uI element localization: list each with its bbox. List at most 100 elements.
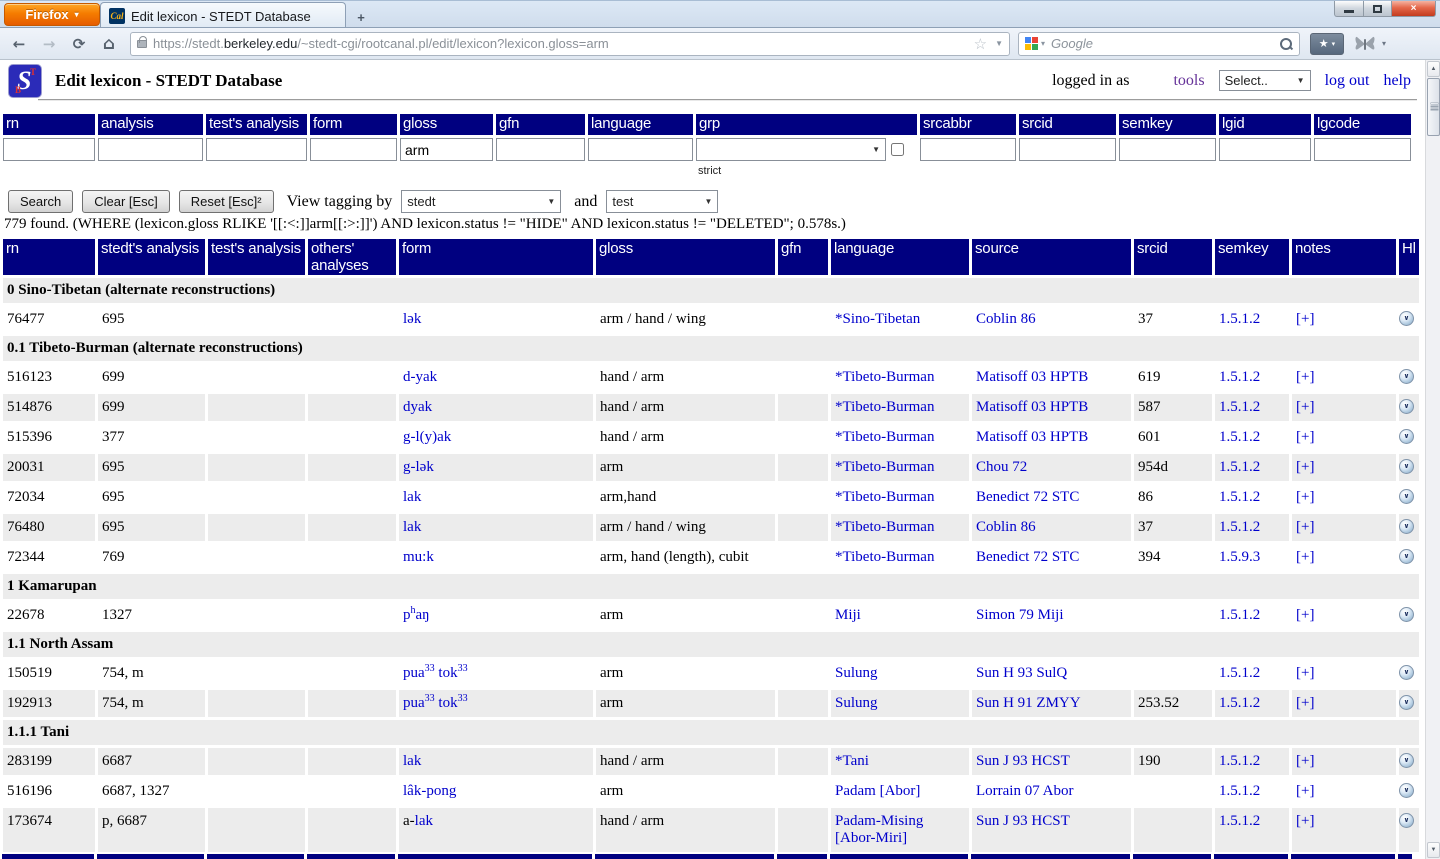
language-link[interactable]: *Sino-Tibetan <box>835 311 921 327</box>
source-link[interactable]: Sun J 93 HCST <box>976 813 1070 829</box>
notes-expand-link[interactable]: [+] <box>1296 489 1315 505</box>
semkey-link[interactable]: 1.5.1.2 <box>1219 813 1261 829</box>
srcabbr-input[interactable] <box>920 138 1016 161</box>
form-link[interactable]: lak <box>414 813 433 829</box>
source-link[interactable]: Matisoff 03 HPTB <box>976 429 1089 445</box>
row-menu-ball-icon[interactable]: ∨ <box>1399 489 1414 504</box>
source-link[interactable]: Coblin 86 <box>976 311 1036 327</box>
row-menu-ball-icon[interactable]: ∨ <box>1399 399 1414 414</box>
notes-expand-link[interactable]: [+] <box>1296 813 1315 829</box>
form-input[interactable] <box>310 138 397 161</box>
language-link[interactable]: *Tibeto-Burman <box>835 429 935 445</box>
notes-expand-link[interactable]: [+] <box>1296 459 1315 475</box>
language-link[interactable]: *Tibeto-Burman <box>835 369 935 385</box>
source-link[interactable]: Sun J 93 HCST <box>976 753 1070 769</box>
minimize-button[interactable] <box>1334 1 1364 17</box>
source-link[interactable]: Sun H 91 ZMYY <box>976 695 1081 711</box>
row-menu-ball-icon[interactable]: ∨ <box>1399 813 1414 828</box>
row-menu-ball-icon[interactable]: ∨ <box>1399 459 1414 474</box>
language-link[interactable]: Sulung <box>835 695 878 711</box>
bookmark-star-icon[interactable]: ☆ <box>973 35 988 53</box>
reset-button[interactable]: Reset [Esc]² <box>178 190 274 213</box>
row-menu-ball-icon[interactable]: ∨ <box>1399 753 1414 768</box>
source-link[interactable]: Chou 72 <box>976 459 1028 475</box>
form-link[interactable]: lak <box>403 519 422 535</box>
source-link[interactable]: Benedict 72 STC <box>976 489 1080 505</box>
close-button[interactable]: × <box>1392 1 1436 17</box>
search-magnifier-icon[interactable] <box>1279 37 1293 51</box>
search-engine-dropdown-icon[interactable]: ▾ <box>1041 39 1046 48</box>
log-out-link[interactable]: log out <box>1324 71 1370 89</box>
lgcode-input[interactable] <box>1314 138 1411 161</box>
language-link[interactable]: *Tibeto-Burman <box>835 549 935 565</box>
browser-tab-active[interactable]: Cal Edit lexicon - STEDT Database <box>100 2 346 29</box>
language-input[interactable] <box>588 138 693 161</box>
scrollbar-thumb[interactable] <box>1427 78 1440 136</box>
semkey-link[interactable]: 1.5.1.2 <box>1219 311 1261 327</box>
source-link[interactable]: Sun H 93 SulQ <box>976 665 1068 681</box>
firefox-menu-button[interactable]: Firefox ▾ <box>4 3 100 26</box>
form-link[interactable]: g-l(y)ak <box>403 429 452 445</box>
form-link[interactable]: d-yak <box>403 369 438 385</box>
strict-checkbox[interactable] <box>891 143 904 156</box>
home-button[interactable]: ⌂ <box>102 33 116 54</box>
form-link[interactable]: lak <box>403 489 422 505</box>
reload-button[interactable]: ⟳ <box>72 34 86 53</box>
row-menu-ball-icon[interactable]: ∨ <box>1399 429 1414 444</box>
source-link[interactable]: Lorrain 07 Abor <box>976 783 1074 799</box>
language-link[interactable]: Sulung <box>835 665 878 681</box>
scroll-up-button[interactable]: ▲ <box>1427 61 1440 77</box>
browser-search-bar[interactable]: ▾ Google <box>1018 31 1300 56</box>
scroll-down-button[interactable]: ▼ <box>1427 842 1440 858</box>
form-link[interactable]: lâk-pong <box>403 783 457 799</box>
semkey-link[interactable]: 1.5.1.2 <box>1219 519 1261 535</box>
source-link[interactable]: Benedict 72 STC <box>976 549 1080 565</box>
gloss-input[interactable] <box>400 138 493 161</box>
page-scrollbar[interactable]: ▲ ▼ <box>1425 60 1440 859</box>
grp-select[interactable]: ▼ <box>696 138 886 161</box>
semkey-link[interactable]: 1.5.1.2 <box>1219 489 1261 505</box>
notes-expand-link[interactable]: [+] <box>1296 369 1315 385</box>
gfn-input[interactable] <box>496 138 585 161</box>
form-link[interactable]: lak <box>403 753 422 769</box>
row-menu-ball-icon[interactable]: ∨ <box>1399 665 1414 680</box>
row-menu-ball-icon[interactable]: ∨ <box>1399 607 1414 622</box>
semkey-link[interactable]: 1.5.1.2 <box>1219 429 1261 445</box>
toolbar-overflow-icon[interactable]: ▾ <box>1382 39 1387 48</box>
notes-expand-link[interactable]: [+] <box>1296 607 1315 623</box>
row-menu-ball-icon[interactable]: ∨ <box>1399 311 1414 326</box>
test-analysis-input[interactable] <box>206 138 307 161</box>
semkey-link[interactable]: 1.5.1.2 <box>1219 399 1261 415</box>
language-link[interactable]: *Tibeto-Burman <box>835 459 935 475</box>
row-menu-ball-icon[interactable]: ∨ <box>1399 549 1414 564</box>
form-link[interactable]: lək <box>403 311 422 327</box>
notes-expand-link[interactable]: [+] <box>1296 311 1315 327</box>
notes-expand-link[interactable]: [+] <box>1296 429 1315 445</box>
source-link[interactable]: Matisoff 03 HPTB <box>976 369 1089 385</box>
semkey-input[interactable] <box>1119 138 1216 161</box>
srcid-input[interactable] <box>1019 138 1116 161</box>
row-menu-ball-icon[interactable]: ∨ <box>1399 695 1414 710</box>
maximize-button[interactable] <box>1364 1 1392 17</box>
forward-button[interactable]: → <box>42 34 56 53</box>
language-link[interactable]: *Tani <box>835 753 869 769</box>
tagging-select-2[interactable]: test ▼ <box>606 190 719 213</box>
semkey-link[interactable]: 1.5.1.2 <box>1219 665 1261 681</box>
semkey-link[interactable]: 1.5.9.3 <box>1219 549 1261 565</box>
language-link[interactable]: Padam-Mising [Abor-Miri] <box>835 813 924 846</box>
notes-expand-link[interactable]: [+] <box>1296 665 1315 681</box>
form-link[interactable]: pua33 tok33 <box>403 663 468 682</box>
source-link[interactable]: Coblin 86 <box>976 519 1036 535</box>
url-bar[interactable]: https://stedt. berkeley.edu/~stedt-cgi/ro… <box>130 31 1010 56</box>
help-link[interactable]: help <box>1383 71 1411 89</box>
rn-input[interactable] <box>3 138 95 161</box>
notes-expand-link[interactable]: [+] <box>1296 695 1315 711</box>
semkey-link[interactable]: 1.5.1.2 <box>1219 369 1261 385</box>
tools-link[interactable]: tools <box>1173 71 1205 89</box>
form-link[interactable]: mu:k <box>403 549 434 565</box>
source-link[interactable]: Matisoff 03 HPTB <box>976 399 1089 415</box>
semkey-link[interactable]: 1.5.1.2 <box>1219 783 1261 799</box>
row-menu-ball-icon[interactable]: ∨ <box>1399 783 1414 798</box>
addon-moth-icon[interactable] <box>1354 35 1376 53</box>
